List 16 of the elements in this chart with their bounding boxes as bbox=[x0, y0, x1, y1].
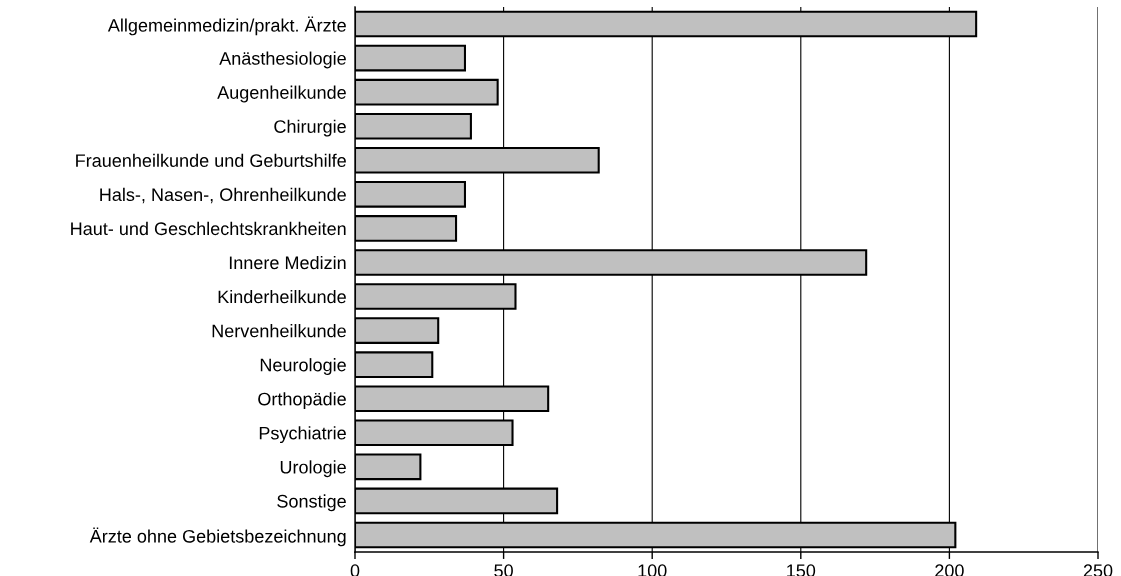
y-tick-label: Hals-, Nasen-, Ohrenheilkunde bbox=[100, 187, 346, 204]
y-tick-label: Kinderheilkunde bbox=[218, 289, 346, 304]
y-tick-label: Augenheilkunde bbox=[217, 85, 346, 103]
y-tick-label: Ärzte ohne Gebietsbezeichnung bbox=[89, 527, 346, 547]
y-tick-label: Orthopädie bbox=[258, 392, 346, 410]
y-tick-label: Urologie bbox=[280, 460, 346, 478]
y-tick-label: Allgemeinmedizin/prakt. Ärzte bbox=[107, 16, 346, 36]
y-tick-label: Sonstige bbox=[277, 494, 346, 512]
y-tick-label: Chirurgie bbox=[274, 119, 346, 137]
y-tick-label: Neurologie bbox=[260, 358, 346, 375]
y-tick-label: Psychiatrie bbox=[259, 426, 346, 444]
y-tick-label: Nervenheilkunde bbox=[212, 324, 346, 338]
y-tick-label: Anästhesiologie bbox=[219, 51, 346, 69]
y-tick-label: Haut- und Geschlechtskrankheiten bbox=[71, 221, 346, 236]
y-tick-label: Innere Medizin bbox=[229, 255, 346, 270]
y-tick-label: Frauenheilkunde und Geburtshilfe bbox=[76, 153, 346, 167]
